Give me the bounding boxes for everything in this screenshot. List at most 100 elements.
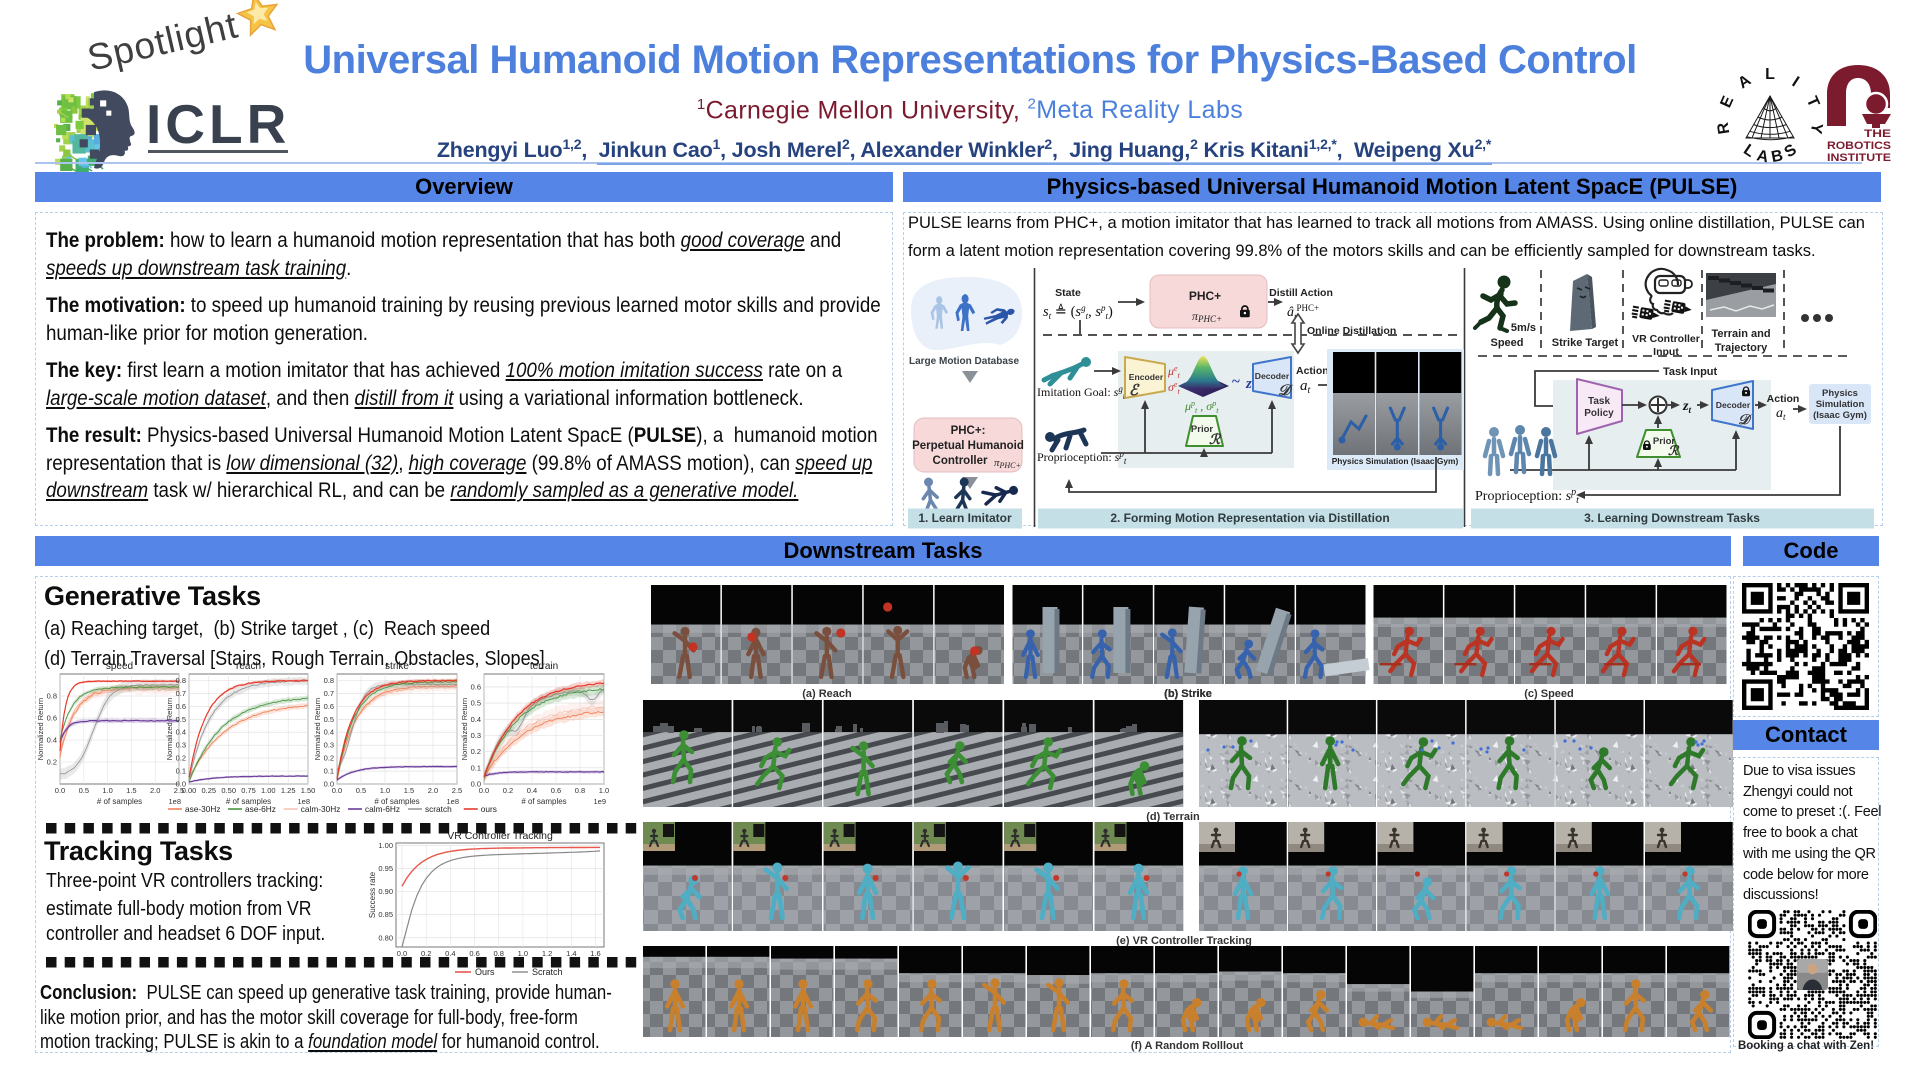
svg-text:ℛ: ℛ (1209, 432, 1222, 448)
svg-text:0.4: 0.4 (176, 728, 186, 737)
svg-text:1.0: 1.0 (102, 786, 112, 795)
svg-text:Action: Action (1767, 393, 1800, 405)
svg-text:Online Distillation: Online Distillation (1307, 325, 1396, 337)
svg-text:(b) Strike: (b) Strike (1164, 688, 1212, 700)
svg-text:(b) Strike: (b) Strike (1164, 688, 1212, 700)
svg-text:1e8: 1e8 (446, 797, 459, 806)
svg-text:Encoder: Encoder (1129, 372, 1164, 382)
svg-text:0.2: 0.2 (47, 758, 57, 767)
svg-text:3. Learning Downstream Tasks: 3. Learning Downstream Tasks (1584, 511, 1760, 525)
svg-text:2. Forming Motion Representati: 2. Forming Motion Representation via Dis… (1110, 511, 1389, 525)
svg-text:1.2: 1.2 (542, 949, 552, 958)
svg-text:0.8: 0.8 (575, 786, 585, 795)
svg-text:0.25: 0.25 (201, 786, 216, 795)
svg-text:Task Input: Task Input (1663, 366, 1718, 378)
svg-text:𝒟: 𝒟 (1278, 383, 1293, 399)
svg-text:A: A (1735, 72, 1754, 93)
svg-text:0.5: 0.5 (176, 715, 186, 724)
svg-text:~: ~ (1232, 374, 1240, 390)
svg-text:0.00: 0.00 (182, 786, 197, 795)
svg-text:(b) Strike: (b) Strike (1164, 688, 1212, 700)
svg-text:E: E (1718, 93, 1738, 110)
svg-text:Scratch: Scratch (532, 967, 563, 977)
svg-text:0.6: 0.6 (469, 949, 479, 958)
svg-text:1.5: 1.5 (404, 786, 414, 795)
svg-text:R: R (1716, 121, 1733, 136)
svg-text:2.5: 2.5 (174, 786, 184, 795)
svg-text:0.90: 0.90 (378, 887, 393, 896)
svg-text:(e) VR Controller Tracking: (e) VR Controller Tracking (1116, 935, 1252, 947)
svg-text:L: L (1765, 66, 1775, 83)
svg-text:PHC+:: PHC+: (951, 425, 986, 437)
svg-text:1e8: 1e8 (297, 797, 310, 806)
svg-text:T: T (1803, 94, 1823, 110)
svg-text:âtPHC+: âtPHC+ (1287, 303, 1319, 322)
svg-text:0.50: 0.50 (221, 786, 236, 795)
svg-text:0.80: 0.80 (378, 933, 393, 942)
svg-text:at: at (1300, 378, 1311, 396)
svg-text:terrain: terrain (530, 661, 558, 672)
svg-text:ase-30Hz: ase-30Hz (185, 804, 221, 814)
svg-text:1.25: 1.25 (281, 786, 296, 795)
svg-text:1.0: 1.0 (518, 949, 528, 958)
svg-text:Proprioception: spt: Proprioception: spt (1475, 487, 1579, 506)
svg-text:0.85: 0.85 (378, 910, 393, 919)
svg-text:5m/s: 5m/s (1511, 322, 1536, 334)
svg-text:Strike Target: Strike Target (1552, 337, 1619, 349)
svg-text:(Isaac Gym): (Isaac Gym) (1813, 410, 1867, 421)
svg-text:1.50: 1.50 (301, 786, 316, 795)
svg-text:0.6: 0.6 (324, 702, 334, 711)
svg-text:Action: Action (1296, 365, 1329, 377)
svg-text:0.1: 0.1 (324, 767, 334, 776)
svg-text:0.7: 0.7 (176, 689, 186, 698)
svg-text:Simulation: Simulation (1816, 399, 1865, 410)
svg-text:0.5: 0.5 (324, 715, 334, 724)
svg-text:Speed: Speed (1490, 337, 1523, 349)
svg-text:Prior: Prior (1191, 424, 1213, 435)
svg-text:1e8: 1e8 (168, 797, 181, 806)
svg-text:Y: Y (1807, 122, 1824, 136)
svg-text:0.6: 0.6 (176, 702, 186, 711)
svg-text:ase-6Hz: ase-6Hz (245, 804, 276, 814)
svg-text:(d) Terrain: (d) Terrain (1146, 811, 1200, 823)
svg-text:Normalized Return: Normalized Return (313, 698, 322, 761)
svg-text:(b) Strike: (b) Strike (1164, 688, 1212, 700)
svg-text:0.2: 0.2 (471, 747, 481, 756)
svg-text:calm-30Hz: calm-30Hz (301, 804, 341, 814)
svg-text:1.0: 1.0 (380, 786, 390, 795)
svg-text:𝒟: 𝒟 (1738, 413, 1752, 428)
svg-text:scratch: scratch (425, 804, 452, 814)
svg-text:Proprioception: spt: Proprioception: spt (1037, 449, 1127, 466)
svg-text:B: B (1770, 147, 1785, 166)
svg-text:0.5: 0.5 (356, 786, 366, 795)
svg-text:(b) Strike: (b) Strike (1164, 688, 1212, 700)
svg-text:0.4: 0.4 (324, 728, 334, 737)
svg-text:0.0: 0.0 (397, 949, 407, 958)
svg-text:0.8: 0.8 (47, 692, 57, 701)
svg-text:1.0: 1.0 (599, 786, 609, 795)
svg-text:1. Learn Imitator: 1. Learn Imitator (918, 511, 1012, 525)
svg-text:2.0: 2.0 (428, 786, 438, 795)
svg-text:0.2: 0.2 (324, 754, 334, 763)
svg-text:1.4: 1.4 (566, 949, 576, 958)
svg-text:0.0: 0.0 (324, 780, 334, 789)
svg-text:Imitation Goal: sgt: Imitation Goal: sgt (1037, 384, 1126, 401)
svg-text:(a) Reach: (a) Reach (802, 688, 852, 700)
svg-text:0.0: 0.0 (332, 786, 342, 795)
svg-text:0.2: 0.2 (421, 949, 431, 958)
svg-text:1.00: 1.00 (378, 841, 393, 850)
svg-text:0.4: 0.4 (527, 786, 537, 795)
svg-text:0.2: 0.2 (176, 754, 186, 763)
svg-text:PHC+: PHC+ (1189, 289, 1221, 303)
svg-text:Policy: Policy (1584, 408, 1614, 419)
svg-text:Input: Input (1653, 346, 1679, 358)
svg-text:1.5: 1.5 (126, 786, 136, 795)
svg-text:2.0: 2.0 (150, 786, 160, 795)
svg-text:0.3: 0.3 (324, 741, 334, 750)
svg-text:0.95: 0.95 (378, 864, 393, 873)
svg-text:0.8: 0.8 (176, 676, 186, 685)
svg-text:INSTITUTE: INSTITUTE (1827, 152, 1891, 162)
svg-text:calm-6Hz: calm-6Hz (365, 804, 400, 814)
svg-text:0.7: 0.7 (324, 689, 334, 698)
svg-text:0.75: 0.75 (241, 786, 256, 795)
